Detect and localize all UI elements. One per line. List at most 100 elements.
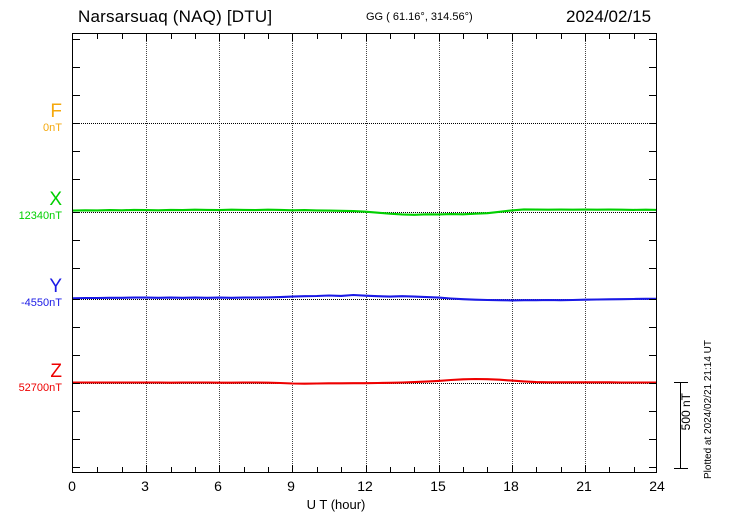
component-letter-F: F — [50, 101, 62, 122]
axis-tick-bottom-minor — [463, 467, 464, 472]
axis-tick-left — [73, 67, 80, 68]
axis-tick-right — [649, 151, 656, 152]
gridline-vertical-12h — [365, 34, 367, 472]
axis-tick-top-minor — [194, 34, 196, 39]
gridline-vertical-3h — [146, 34, 148, 472]
axis-tick-bottom-minor — [170, 467, 172, 472]
axis-tick-top-major — [365, 34, 367, 41]
axis-tick-left — [73, 179, 80, 180]
axis-tick-right — [649, 179, 656, 180]
component-baseline-Z: 52700nT — [18, 382, 62, 394]
component-letter-X: X — [49, 189, 62, 210]
axis-tick-bottom-major — [438, 465, 440, 472]
scale-bar-cap-top — [674, 382, 688, 383]
axis-tick-right — [649, 383, 656, 384]
axis-tick-top-minor — [243, 34, 245, 39]
axis-tick-right — [649, 67, 656, 68]
axis-tick-bottom-minor — [560, 467, 562, 472]
axis-tick-top-major — [584, 34, 586, 41]
component-baseline-X: 12340nT — [18, 210, 62, 222]
axis-tick-left — [73, 327, 80, 328]
component-label-X: X 12340nT — [0, 190, 62, 222]
axis-tick-right — [649, 39, 656, 40]
axis-tick-bottom-minor — [316, 467, 318, 472]
observation-date: 2024/02/15 — [566, 7, 652, 26]
axis-tick-top-minor — [121, 34, 123, 39]
geographic-coordinates: GG ( 61.16°, 314.56°) — [366, 11, 473, 23]
baseline-Y — [73, 299, 656, 300]
axis-tick-bottom-major — [365, 465, 367, 472]
gridline-vertical-9h — [292, 34, 294, 472]
baseline-F — [73, 123, 656, 124]
gridline-vertical-6h — [219, 34, 221, 472]
xtick-label-12: 12 — [357, 478, 373, 494]
axis-tick-top-minor — [414, 34, 416, 39]
axis-tick-bottom-minor — [341, 467, 343, 472]
axis-tick-left — [73, 151, 80, 152]
axis-tick-left — [73, 383, 80, 384]
plot-inner — [73, 34, 656, 472]
xtick-label-18: 18 — [503, 478, 519, 494]
axis-tick-bottom-major — [146, 465, 148, 472]
axis-tick-left — [73, 268, 80, 269]
axis-tick-left — [73, 411, 80, 412]
axis-tick-right — [649, 467, 656, 468]
axis-tick-bottom-minor — [487, 467, 489, 472]
trace-Y — [73, 293, 656, 302]
axis-tick-top-minor — [341, 34, 343, 39]
axis-tick-top-minor — [536, 34, 538, 39]
page-title: Narsarsuaq (NAQ) [DTU] — [78, 7, 273, 26]
axis-tick-right — [649, 95, 656, 96]
axis-tick-top-minor — [268, 34, 269, 39]
trace-Z — [73, 377, 656, 385]
axis-tick-top-minor — [389, 34, 391, 39]
gridline-vertical-21h — [584, 34, 586, 472]
axis-tick-left — [73, 123, 80, 124]
axis-tick-right — [649, 123, 656, 124]
x-axis-title: U T (hour) — [0, 497, 730, 512]
axis-tick-top-major — [292, 34, 294, 41]
axis-tick-top-minor — [463, 34, 464, 39]
axis-tick-top-minor — [560, 34, 562, 39]
axis-tick-right — [649, 299, 656, 300]
axis-tick-left — [73, 355, 80, 356]
gridline-vertical-18h — [511, 34, 513, 472]
axis-tick-bottom-major — [292, 465, 294, 472]
component-baseline-Y: -4550nT — [21, 297, 62, 309]
xtick-label-21: 21 — [576, 478, 592, 494]
scale-bar — [674, 382, 688, 469]
component-letter-Z: Z — [50, 361, 62, 382]
trace-layer — [73, 208, 656, 385]
axis-tick-bottom-minor — [609, 467, 611, 472]
plotted-at-timestamp: Plotted at 2024/02/21 21:14 UT — [703, 340, 714, 479]
axis-tick-top-minor — [633, 34, 635, 39]
scale-bar-cap-bottom — [674, 468, 688, 469]
axis-tick-right — [649, 327, 656, 328]
axis-tick-right — [649, 411, 656, 412]
axis-tick-bottom-minor — [268, 467, 269, 472]
axis-tick-top-major — [146, 34, 148, 41]
xtick-label-3: 3 — [141, 478, 149, 494]
x-axis-title-text: U T (hour) — [306, 497, 366, 512]
axis-tick-left — [73, 439, 80, 440]
axis-tick-left — [73, 95, 80, 96]
trace-X — [73, 208, 656, 216]
axis-tick-top-minor — [609, 34, 611, 39]
axis-tick-top-major — [438, 34, 440, 41]
gridline-vertical-15h — [438, 34, 440, 472]
axis-tick-top-minor — [487, 34, 489, 39]
axis-tick-top-major — [219, 34, 221, 41]
component-label-Z: Z 52700nT — [0, 362, 62, 394]
component-letter-Y: Y — [49, 276, 62, 297]
axis-tick-bottom-minor — [414, 467, 416, 472]
axis-tick-left — [73, 467, 80, 468]
axis-tick-top-minor — [170, 34, 172, 39]
xtick-label-6: 6 — [214, 478, 222, 494]
component-label-F: F 0nT — [0, 102, 62, 134]
scale-bar-line — [680, 382, 681, 469]
axis-tick-bottom-minor — [243, 467, 245, 472]
axis-tick-left — [73, 299, 80, 300]
axis-tick-left — [73, 240, 80, 241]
axis-tick-right — [649, 355, 656, 356]
axis-tick-right — [649, 240, 656, 241]
